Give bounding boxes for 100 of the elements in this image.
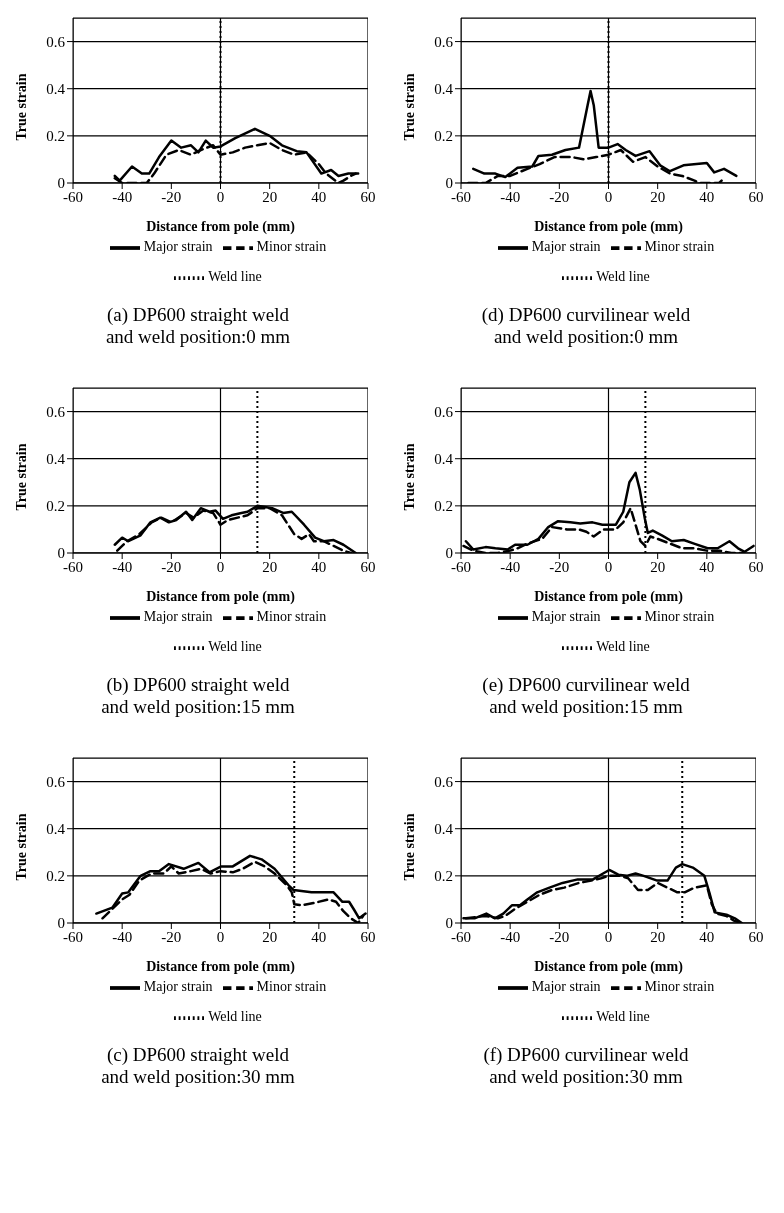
x-tick-label: 40 [699, 928, 715, 945]
x-tick-label: -20 [161, 188, 182, 205]
legend-label: Major strain [143, 979, 213, 995]
x-tick-label: 0 [604, 558, 613, 575]
x-tick-label: -40 [112, 558, 133, 575]
x-tick-label: 40 [311, 928, 327, 945]
x-tick-label: 20 [650, 188, 666, 205]
x-tick-label: 0 [604, 188, 613, 205]
x-tick-label: -60 [451, 928, 471, 945]
x-tick-label: 20 [650, 558, 666, 575]
x-tick-label: -60 [63, 928, 83, 945]
x-tick-label: -40 [500, 188, 521, 205]
x-tick-label: 20 [262, 188, 278, 205]
x-tick-label: -20 [549, 188, 570, 205]
legend-label: Minor strain [256, 609, 327, 625]
legend-label: Weld line [596, 639, 650, 655]
y-tick-label: 0.4 [46, 821, 66, 838]
text: (d) DP600 curvilinear weld and weld position:0 mm [480, 304, 692, 348]
y-tick-label: 0 [445, 545, 453, 562]
legend-label: Major strain [143, 239, 213, 255]
x-tick-label: 60 [748, 188, 764, 205]
x-axis-title: Distance from pole (mm) [534, 219, 684, 235]
y-tick-label: 0.6 [46, 773, 66, 790]
x-tick-label: -40 [112, 188, 133, 205]
legend-label: Major strain [531, 239, 601, 255]
y-tick-label: 0.2 [434, 498, 453, 515]
y-axis-title: True strain [401, 73, 417, 141]
x-tick-label: -40 [500, 558, 521, 575]
x-tick-label: 60 [748, 928, 764, 945]
legend-label: Weld line [208, 1009, 262, 1025]
legend-label: Minor strain [644, 609, 715, 625]
text: (b) DP600 straight weld and weld position:15 mm [100, 674, 296, 718]
x-tick-label: 0 [604, 928, 613, 945]
y-tick-label: 0.4 [46, 81, 66, 98]
y-tick-label: 0.6 [46, 403, 66, 420]
legend-label: Weld line [208, 269, 262, 285]
y-axis-title: True strain [401, 443, 417, 511]
x-tick-label: 0 [216, 558, 225, 575]
y-axis-title: True strain [13, 443, 29, 511]
y-tick-label: 0.2 [46, 128, 65, 145]
x-tick-label: -60 [63, 188, 83, 205]
y-tick-label: 0 [57, 175, 65, 192]
y-tick-label: 0.4 [434, 451, 454, 468]
text: (e) DP600 curvilinear weld and weld position:15 mm [481, 674, 691, 718]
y-tick-label: 0 [57, 545, 65, 562]
legend-label: Weld line [208, 639, 262, 655]
y-tick-label: 0.4 [434, 821, 454, 838]
y-tick-label: 0.2 [46, 498, 65, 515]
x-tick-label: 60 [360, 188, 376, 205]
x-tick-label: 40 [311, 558, 327, 575]
x-tick-label: -60 [451, 188, 471, 205]
text: (c) DP600 straight weld and weld position:30 mm [100, 1044, 296, 1088]
x-tick-label: -20 [161, 558, 182, 575]
x-tick-label: -20 [161, 928, 182, 945]
y-tick-label: 0.2 [434, 868, 453, 885]
legend-label: Weld line [596, 1009, 650, 1025]
x-tick-label: -40 [500, 928, 521, 945]
y-axis-title: True strain [401, 813, 417, 881]
x-tick-label: 60 [360, 928, 376, 945]
x-axis-title: Distance from pole (mm) [146, 959, 296, 975]
legend-label: Minor strain [644, 979, 715, 995]
y-axis-title: True strain [13, 813, 29, 881]
x-tick-label: 60 [748, 558, 764, 575]
y-tick-label: 0.2 [434, 128, 453, 145]
x-axis-title: Distance from pole (mm) [534, 589, 684, 605]
y-tick-label: 0.6 [46, 33, 66, 50]
x-tick-label: -40 [112, 928, 133, 945]
x-tick-label: 40 [311, 188, 327, 205]
x-tick-label: -60 [63, 558, 83, 575]
x-axis-title: Distance from pole (mm) [534, 959, 684, 975]
legend-label: Minor strain [256, 979, 327, 995]
x-tick-label: -20 [549, 558, 570, 575]
x-axis-title: Distance from pole (mm) [146, 219, 296, 235]
x-tick-label: 20 [262, 928, 278, 945]
x-axis-title: Distance from pole (mm) [146, 589, 296, 605]
y-tick-label: 0.4 [434, 81, 454, 98]
y-tick-label: 0.6 [434, 403, 454, 420]
x-tick-label: -60 [451, 558, 471, 575]
text: (f) DP600 curvilinear weld and weld position:30 mm [482, 1044, 690, 1088]
text: (a) DP600 straight weld and weld position:0 mm [104, 304, 292, 348]
x-tick-label: 20 [650, 928, 666, 945]
y-tick-label: 0.6 [434, 33, 454, 50]
legend-label: Minor strain [256, 239, 327, 255]
x-tick-label: 40 [699, 558, 715, 575]
y-tick-label: 0.4 [46, 451, 66, 468]
legend-label: Minor strain [644, 239, 715, 255]
legend-label: Major strain [531, 979, 601, 995]
y-tick-label: 0.2 [46, 868, 65, 885]
x-tick-label: 20 [262, 558, 278, 575]
y-tick-label: 0 [445, 915, 453, 932]
y-tick-label: 0 [57, 915, 65, 932]
legend-label: Major strain [531, 609, 601, 625]
x-tick-label: 40 [699, 188, 715, 205]
x-tick-label: 0 [216, 188, 225, 205]
x-tick-label: 60 [360, 558, 376, 575]
x-tick-label: 0 [216, 928, 225, 945]
legend-label: Weld line [596, 269, 650, 285]
y-tick-label: 0.6 [434, 773, 454, 790]
y-tick-label: 0 [445, 175, 453, 192]
x-tick-label: -20 [549, 928, 570, 945]
